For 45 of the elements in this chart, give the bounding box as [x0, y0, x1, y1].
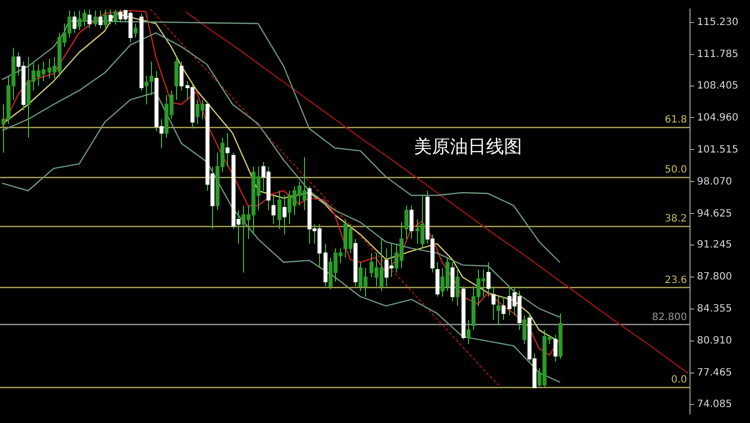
annotation: 50.0	[664, 164, 687, 176]
y-tick-label: 104.960	[697, 112, 738, 124]
candlestick	[108, 9, 112, 26]
ref-line-label: 82.800	[652, 312, 687, 324]
annotation: 61.8	[664, 114, 687, 126]
candlestick	[456, 267, 460, 306]
candlestick	[404, 205, 408, 240]
candlestick	[104, 9, 108, 29]
candlestick	[466, 319, 470, 344]
candlestick	[410, 205, 414, 240]
candlestick	[496, 296, 500, 326]
candlestick	[114, 9, 118, 26]
y-tick-label: 111.785	[697, 48, 738, 60]
candlestick	[522, 314, 526, 344]
candlestick	[144, 75, 148, 105]
y-tick-label: 77.465	[697, 368, 732, 379]
candlestick	[180, 61, 184, 91]
candlestick	[492, 286, 496, 320]
y-tick-label: 94.625	[697, 208, 732, 220]
candlestick	[134, 23, 138, 38]
candlestick	[278, 190, 282, 230]
y-tick-label: 87.800	[697, 272, 732, 283]
annotation: 0.0	[671, 374, 687, 386]
y-tick-label: 84.355	[697, 304, 732, 315]
candlestick	[486, 262, 490, 298]
candlestick	[88, 9, 92, 29]
y-tick-label: 91.245	[697, 240, 732, 251]
annotation: 38.2	[664, 214, 687, 225]
y-tick-label: 115.230	[697, 16, 738, 28]
annotation: 23.6	[664, 274, 687, 286]
y-tick-label: 101.515	[697, 144, 738, 156]
candlestick	[554, 334, 558, 362]
candlestick	[226, 132, 230, 168]
candlestick	[272, 194, 276, 225]
candlestick	[282, 194, 286, 235]
y-tick-label: 80.910	[697, 336, 732, 347]
candlestick	[94, 10, 98, 27]
candlestick	[502, 296, 506, 320]
y-tick-label: 74.085	[697, 399, 732, 410]
annotation: 美原油日线图	[414, 136, 522, 158]
y-tick-label: 108.405	[697, 80, 738, 92]
candlestick	[72, 11, 76, 34]
y-tick-label: 98.070	[697, 176, 732, 188]
candlestick	[98, 10, 102, 29]
candlestick	[150, 61, 154, 96]
